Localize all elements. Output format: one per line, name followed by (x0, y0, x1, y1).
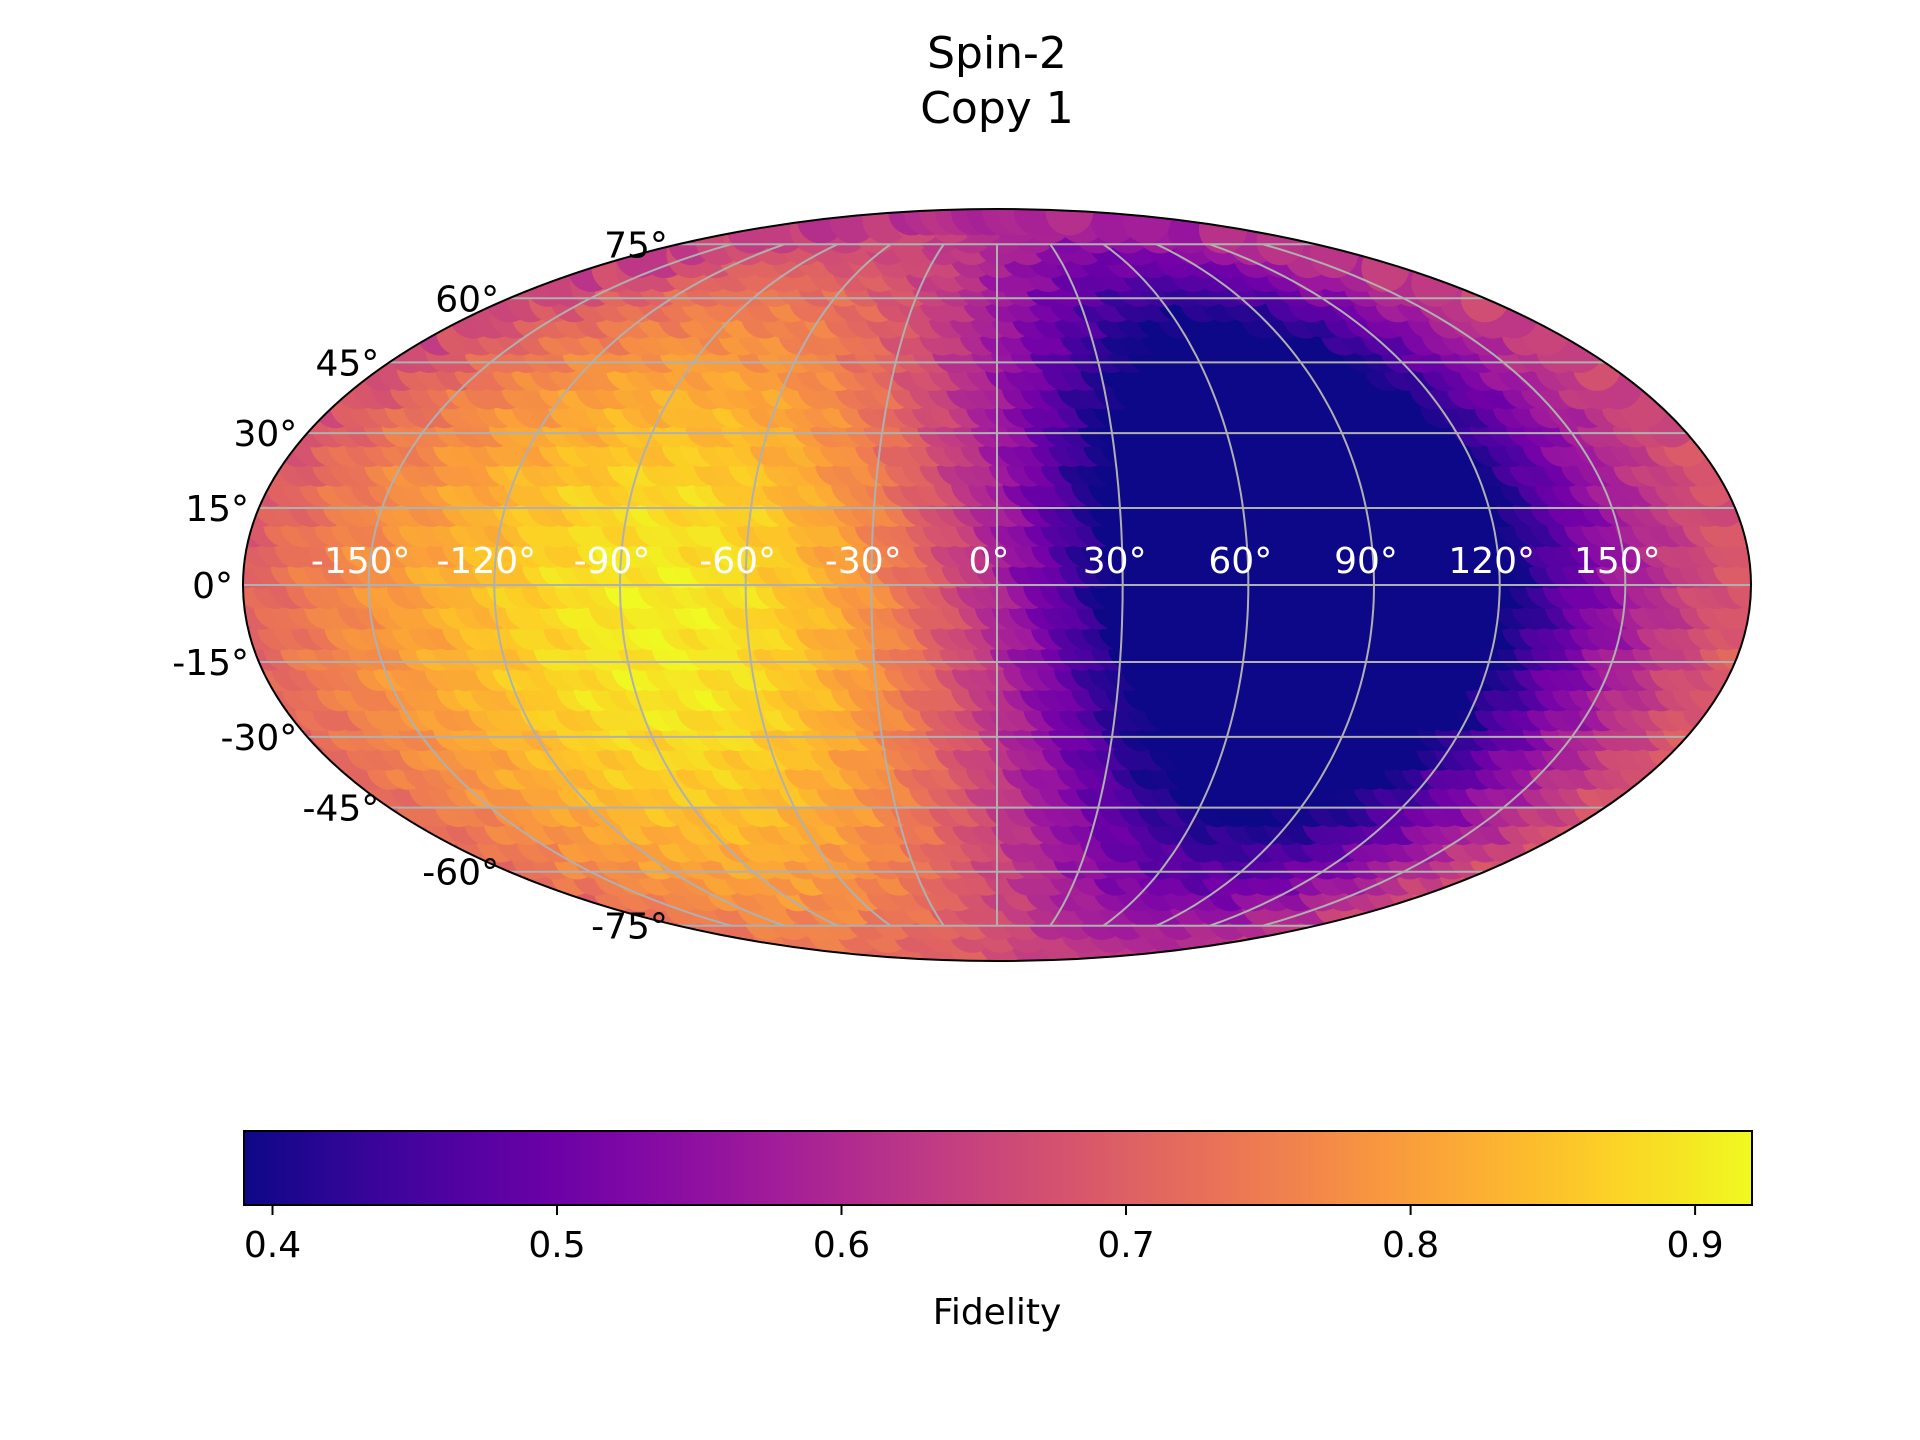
latitude-tick-label: 30° (233, 414, 297, 455)
chart-title: Spin-2 Copy 1 (920, 28, 1074, 134)
colorbar-tick-label: 0.6 (813, 1225, 870, 1266)
longitude-tick-label: 90° (1334, 541, 1398, 582)
latitude-tick-label: -15° (172, 643, 249, 684)
longitude-tick-labels: -150° -120° -90° -60° -30° 0° 30° 60° 90° 120° 150… (311, 541, 1661, 582)
latitude-tick-label: -30° (220, 718, 297, 759)
longitude-tick-label: -90° (574, 541, 651, 582)
latitude-tick-label: 0° (192, 566, 233, 607)
heatmap-pixel (1310, 230, 1359, 279)
colorbar-tick-label: 0.8 (1382, 1225, 1439, 1266)
heatmap-pixel (1411, 258, 1460, 307)
latitude-tick-label: -45° (302, 789, 379, 830)
colorbar-ticks: 0.4 0.5 0.6 0.7 0.8 0.9 (244, 1205, 1724, 1266)
colorbar-tick-label: 0.7 (1097, 1225, 1154, 1266)
colorbar-tick-label: 0.4 (244, 1225, 301, 1266)
colorbar-label: Fidelity (933, 1292, 1062, 1333)
latitude-tick-label: -75° (591, 907, 668, 948)
longitude-tick-label: 30° (1083, 541, 1147, 582)
heatmap-pixel (1122, 209, 1171, 244)
latitude-tick-label: 15° (185, 489, 249, 530)
longitude-tick-label: 150° (1574, 541, 1661, 582)
longitude-tick-label: 120° (1448, 541, 1535, 582)
longitude-tick-label: 60° (1208, 541, 1272, 582)
longitude-tick-label: -30° (825, 541, 902, 582)
title-line-2: Copy 1 (920, 83, 1074, 134)
colorbar: 0.4 0.5 0.6 0.7 0.8 0.9 Fidelity (243, 1130, 1753, 1333)
longitude-tick-label: -60° (699, 541, 776, 582)
latitude-tick-label: 60° (435, 279, 499, 320)
colorbar-gradient (243, 1130, 1753, 1206)
longitude-tick-label: -120° (436, 541, 536, 582)
mollweide-map: -150° -120° -90° -60° -30° 0° 30° 60° 90° 120° 150… (172, 208, 1752, 962)
longitude-tick-label: -150° (311, 541, 411, 582)
latitude-tick-label: 75° (604, 225, 668, 266)
latitude-tick-label: 45° (315, 343, 379, 384)
latitude-tick-label: -60° (422, 853, 499, 894)
colorbar-tick-label: 0.5 (528, 1225, 585, 1266)
heatmap-pixel (1256, 217, 1305, 266)
heatmap-pixel (1555, 325, 1604, 373)
longitude-tick-label: 0° (969, 541, 1010, 582)
title-line-1: Spin-2 (927, 28, 1067, 79)
colorbar-tick-label: 0.9 (1666, 1225, 1723, 1266)
